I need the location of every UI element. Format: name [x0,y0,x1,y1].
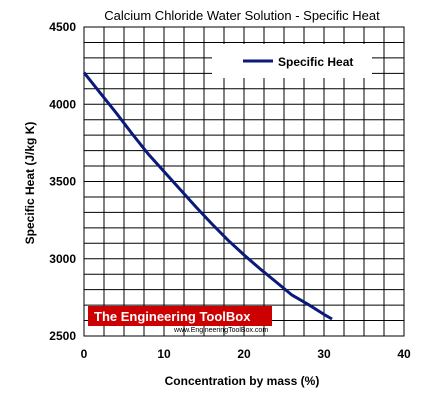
x-tick-label: 20 [237,347,251,361]
series-layer [82,71,333,321]
chart-title: Calcium Chloride Water Solution - Specif… [104,8,380,23]
y-tick-label: 4500 [49,20,76,34]
watermark-background [88,306,272,326]
x-tick-label: 0 [81,347,88,361]
x-axis-title: Concentration by mass (%) [165,374,320,388]
series-line-specific-heat [82,71,333,321]
y-tick-label: 3000 [49,252,76,266]
plot-frame [83,26,405,337]
y-tick-labels: 2500 3000 3500 4000 4500 [49,20,76,343]
y-tick-label: 4000 [49,97,76,111]
y-tick-label: 3500 [49,175,76,189]
x-tick-labels: 0 10 20 30 40 [81,347,411,361]
legend: Specific Heat [212,44,372,78]
legend-label: Specific Heat [278,55,353,69]
x-tick-label: 10 [157,347,171,361]
watermark-name: The Engineering ToolBox [94,309,251,324]
watermark-url: www.EngineeringToolBox.com [173,327,268,334]
x-tick-label: 40 [397,347,411,361]
y-tick-label: 2500 [49,329,76,343]
y-axis-title: Specific Heat (J/kg K) [23,122,37,245]
x-tick-label: 30 [317,347,331,361]
watermark: The Engineering ToolBox www.EngineeringT… [88,306,272,334]
legend-box [212,44,372,78]
